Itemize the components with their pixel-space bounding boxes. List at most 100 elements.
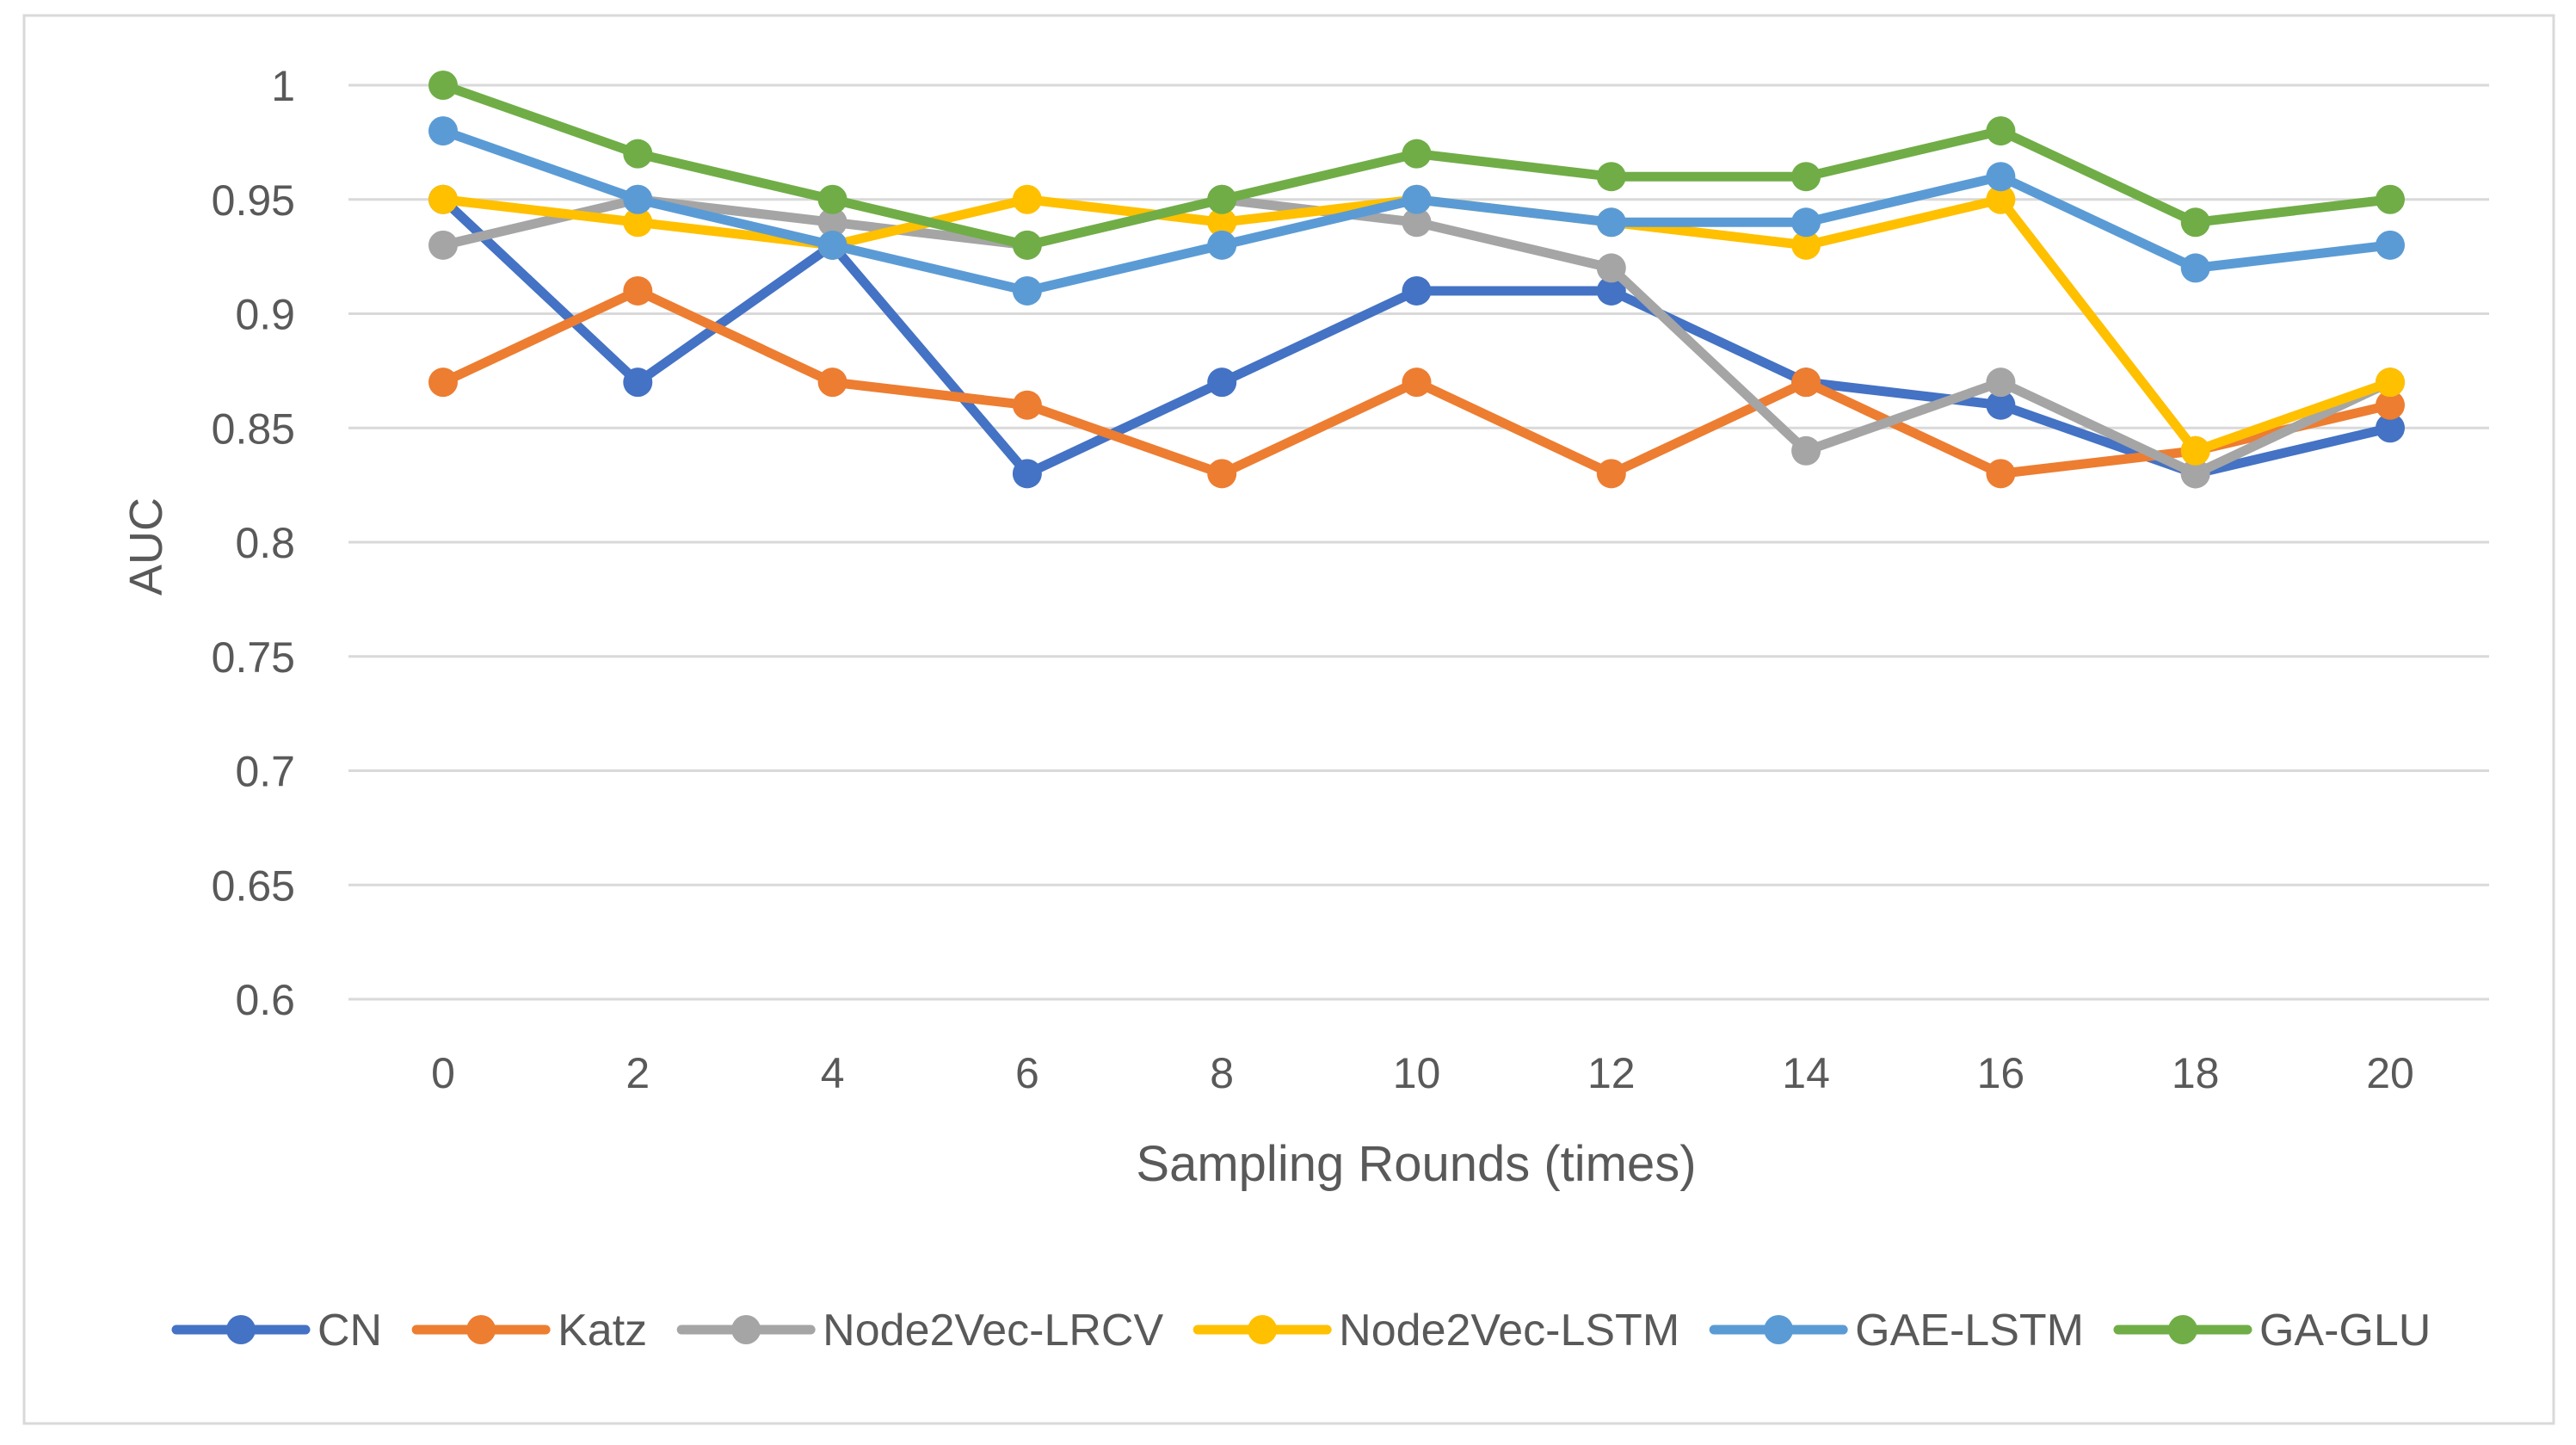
data-point [1986, 390, 2016, 420]
legend-marker [1764, 1315, 1794, 1344]
data-point [428, 184, 458, 214]
data-point [2376, 367, 2405, 398]
data-point [1791, 367, 1821, 398]
data-point [1012, 390, 1042, 420]
x-tick-label: 16 [1977, 1049, 2025, 1097]
legend-item: Node2Vec-LSTM [1192, 1306, 1679, 1355]
data-point [1402, 367, 1432, 398]
legend-label: Node2Vec-LRCV [823, 1306, 1163, 1355]
data-point [2180, 253, 2210, 283]
data-point [1207, 459, 1237, 489]
legend-marker [466, 1315, 496, 1344]
data-point [1596, 275, 1626, 306]
data-point [1596, 459, 1626, 489]
legend-label: GA-GLU [2259, 1306, 2431, 1355]
series-gae-lstm [428, 116, 2405, 306]
data-point [1012, 230, 1042, 260]
data-point [1012, 184, 1042, 214]
data-point [1596, 207, 1626, 238]
x-axis-tick-labels: 0 2 4 6 8 10 12 14 16 18 20 [431, 1049, 2414, 1097]
legend-label: Katz [558, 1306, 647, 1355]
legend-label: GAE-LSTM [1855, 1306, 2084, 1355]
legend-marker [1248, 1315, 1278, 1344]
data-point [1986, 162, 2016, 192]
y-tick-label: 0.75 [212, 633, 295, 682]
data-point [1791, 162, 1821, 192]
data-point [2376, 230, 2405, 260]
data-point [1207, 230, 1237, 260]
data-point [817, 207, 847, 238]
data-point [428, 230, 458, 260]
data-point [817, 367, 847, 398]
data-point [1986, 116, 2016, 146]
x-tick-label: 12 [1587, 1049, 1636, 1097]
x-tick-label: 6 [1015, 1049, 1039, 1097]
data-point [1207, 367, 1237, 398]
y-axis-tick-labels: 0.6 0.65 0.7 0.75 0.8 0.85 0.9 0.95 1 [212, 62, 295, 1024]
y-tick-label: 0.95 [212, 176, 295, 225]
y-tick-label: 0.9 [235, 291, 295, 339]
data-point [623, 184, 653, 214]
y-tick-label: 1 [271, 62, 295, 110]
data-point [2376, 184, 2405, 214]
x-tick-label: 18 [2172, 1049, 2220, 1097]
data-point [2376, 413, 2405, 443]
legend-item: Node2Vec-LRCV [676, 1306, 1163, 1355]
legend-item: GAE-LSTM [1709, 1306, 2084, 1355]
x-tick-label: 4 [821, 1049, 845, 1097]
legend-item: Katz [411, 1306, 647, 1355]
data-point [817, 230, 847, 260]
series-lines [428, 71, 2405, 489]
data-point [1791, 207, 1821, 238]
data-point [1207, 184, 1237, 214]
data-point [2180, 459, 2210, 489]
x-tick-label: 14 [1782, 1049, 1830, 1097]
data-point [1986, 459, 2016, 489]
data-point [2180, 435, 2210, 466]
y-tick-label: 0.65 [212, 861, 295, 910]
y-tick-label: 0.8 [235, 519, 295, 567]
data-point [623, 139, 653, 169]
y-tick-label: 0.6 [235, 976, 295, 1024]
legend: CN Katz Node2Vec-LRCV Node2Vec-LSTM GAE-LSTM… [171, 1306, 2431, 1355]
x-tick-label: 8 [1210, 1049, 1234, 1097]
data-point [1402, 139, 1432, 169]
data-point [1012, 275, 1042, 306]
x-tick-label: 10 [1393, 1049, 1441, 1097]
y-axis-label: AUC [120, 497, 172, 596]
data-point [1986, 367, 2016, 398]
data-point [1207, 207, 1237, 238]
data-point [1402, 207, 1432, 238]
gridlines [348, 83, 2489, 1001]
data-point [1596, 162, 1626, 192]
data-point [2180, 207, 2210, 238]
data-point [623, 207, 653, 238]
data-point [1791, 435, 1821, 466]
x-axis-label: Sampling Rounds (times) [1136, 1136, 1696, 1192]
data-point [1791, 230, 1821, 260]
y-tick-label: 0.7 [235, 748, 295, 796]
legend-item: GA-GLU [2113, 1306, 2431, 1355]
data-point [2376, 390, 2405, 420]
legend-marker [731, 1315, 761, 1344]
legend-label: CN [317, 1306, 382, 1355]
x-tick-label: 2 [626, 1049, 650, 1097]
legend-label: Node2Vec-LSTM [1339, 1306, 1679, 1355]
data-point [1596, 253, 1626, 283]
data-point [428, 367, 458, 398]
series-ga-glu [428, 71, 2405, 260]
y-tick-label: 0.85 [212, 404, 295, 453]
data-point [1402, 275, 1432, 306]
data-point [1012, 459, 1042, 489]
data-point [428, 116, 458, 146]
data-point [1402, 184, 1432, 214]
legend-marker [226, 1315, 256, 1344]
data-point [623, 367, 653, 398]
x-tick-label: 0 [431, 1049, 455, 1097]
x-tick-label: 20 [2366, 1049, 2414, 1097]
legend-marker [2167, 1315, 2197, 1344]
data-point [1986, 184, 2016, 214]
data-point [428, 71, 458, 100]
